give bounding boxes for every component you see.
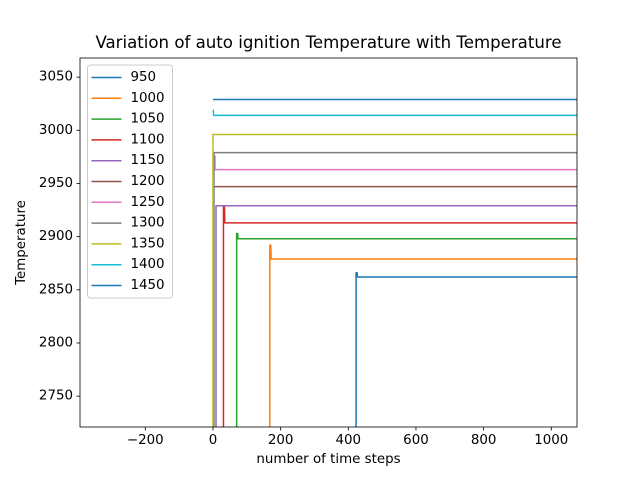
legend-row-1000: 1000 <box>91 91 165 106</box>
legend-row-1200: 1200 <box>91 174 165 189</box>
legend-row-1100: 1100 <box>91 132 165 147</box>
legend-row-950: 950 <box>91 70 157 85</box>
y-tick-label: 3050 <box>39 70 73 85</box>
x-tick-label: −200 <box>127 433 164 448</box>
series-line-1050 <box>235 232 577 427</box>
legend-row-1050: 1050 <box>91 112 165 127</box>
x-tick-label: 400 <box>336 433 362 448</box>
series-line-1300 <box>213 151 577 427</box>
chart-title: Variation of auto ignition Temperature w… <box>95 33 561 52</box>
legend: 950 1000 1050 1100 1150 1200 1250 1300 1350 1400 1… <box>87 64 173 299</box>
x-axis-label: number of time steps <box>256 452 400 467</box>
x-tick-label: 0 <box>209 433 218 448</box>
y-tick-label: 2800 <box>39 335 73 350</box>
series-line-950 <box>355 272 577 427</box>
y-tick-label: 3000 <box>39 123 73 138</box>
legend-row-1450: 1450 <box>91 278 165 293</box>
series-line-1000 <box>269 244 577 427</box>
legend-row-1350: 1350 <box>91 236 165 251</box>
legend-row-1300: 1300 <box>91 216 165 231</box>
series-line-1350 <box>212 133 577 427</box>
legend-label-1150: 1150 <box>131 153 165 168</box>
legend-row-1150: 1150 <box>91 153 165 168</box>
legend-row-1250: 1250 <box>91 195 165 210</box>
legend-label-1400: 1400 <box>131 257 165 272</box>
y-tick-label: 2900 <box>39 229 73 244</box>
legend-box <box>87 64 173 299</box>
legend-row-1400: 1400 <box>91 257 165 272</box>
legend-label-1250: 1250 <box>131 195 165 210</box>
legend-label-1200: 1200 <box>131 174 165 189</box>
series-line-1100 <box>222 206 577 427</box>
y-tick-label: 2750 <box>39 389 73 404</box>
legend-label-1300: 1300 <box>131 216 165 231</box>
y-axis-ticks: 2750 2800 2850 2900 2950 3000 3050 <box>39 70 80 404</box>
y-tick-label: 2850 <box>39 282 73 297</box>
legend-label-1050: 1050 <box>131 112 165 127</box>
series-line-1150 <box>215 205 577 427</box>
y-axis-label: Temperature <box>14 200 29 286</box>
legend-label-1000: 1000 <box>131 91 165 106</box>
legend-label-950: 950 <box>131 70 157 85</box>
series-lines <box>212 98 577 427</box>
x-tick-label: 1000 <box>534 433 568 448</box>
legend-label-1100: 1100 <box>131 132 165 147</box>
x-tick-label: 600 <box>403 433 429 448</box>
plot-border <box>79 57 578 428</box>
x-tick-label: 800 <box>471 433 497 448</box>
series-line-1400 <box>212 109 577 117</box>
legend-label-1450: 1450 <box>131 278 165 293</box>
x-axis-ticks: −200 0 200 400 600 800 1000 <box>127 427 568 448</box>
x-tick-label: 200 <box>268 433 294 448</box>
legend-label-1350: 1350 <box>131 236 165 251</box>
y-tick-label: 2950 <box>39 176 73 191</box>
